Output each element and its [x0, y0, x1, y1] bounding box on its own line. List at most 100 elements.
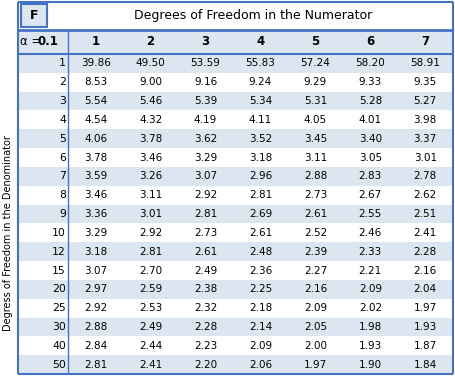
Text: 4.32: 4.32	[139, 115, 162, 125]
Text: F: F	[30, 9, 38, 22]
Text: 9: 9	[59, 209, 66, 219]
Text: 4.54: 4.54	[84, 115, 107, 125]
Text: 2.14: 2.14	[249, 322, 272, 332]
Text: 5: 5	[59, 134, 66, 144]
Text: 2.09: 2.09	[359, 284, 382, 294]
Text: 4.01: 4.01	[359, 115, 382, 125]
Text: 3.05: 3.05	[359, 153, 382, 162]
Text: 5.28: 5.28	[359, 96, 382, 106]
Text: 4.11: 4.11	[249, 115, 272, 125]
Text: 50: 50	[52, 360, 66, 370]
Text: 2.02: 2.02	[359, 303, 382, 313]
FancyBboxPatch shape	[18, 337, 453, 355]
Text: 57.24: 57.24	[300, 58, 330, 68]
FancyBboxPatch shape	[18, 148, 453, 167]
FancyBboxPatch shape	[18, 167, 453, 186]
Text: 6: 6	[59, 153, 66, 162]
FancyBboxPatch shape	[18, 205, 453, 223]
FancyBboxPatch shape	[18, 242, 453, 261]
Text: 2.21: 2.21	[359, 265, 382, 276]
Text: 2.33: 2.33	[359, 247, 382, 257]
Text: 2.16: 2.16	[304, 284, 327, 294]
Text: 53.59: 53.59	[191, 58, 221, 68]
Text: 2.36: 2.36	[249, 265, 272, 276]
Text: 10: 10	[52, 228, 66, 238]
Text: 5.31: 5.31	[304, 96, 327, 106]
Text: Degress of Freedom in the Denominator: Degress of Freedom in the Denominator	[3, 135, 13, 331]
Text: 3.18: 3.18	[249, 153, 272, 162]
Text: 2.62: 2.62	[414, 190, 437, 200]
Text: 2.39: 2.39	[304, 247, 327, 257]
Text: 2: 2	[147, 35, 155, 49]
Text: 3.37: 3.37	[414, 134, 437, 144]
Text: 3.18: 3.18	[84, 247, 107, 257]
Text: 9.16: 9.16	[194, 77, 217, 87]
Text: 2.06: 2.06	[249, 360, 272, 370]
Text: 2.51: 2.51	[414, 209, 437, 219]
Text: 5.39: 5.39	[194, 96, 217, 106]
Text: 2.92: 2.92	[84, 303, 107, 313]
Text: 3.98: 3.98	[414, 115, 437, 125]
Text: 1: 1	[91, 35, 100, 49]
Text: 3.36: 3.36	[84, 209, 107, 219]
Text: 12: 12	[52, 247, 66, 257]
Text: 2.18: 2.18	[249, 303, 272, 313]
Text: 1.93: 1.93	[414, 322, 437, 332]
FancyBboxPatch shape	[18, 261, 453, 280]
Text: 3.46: 3.46	[139, 153, 162, 162]
Text: 3.62: 3.62	[194, 134, 217, 144]
Text: 2: 2	[59, 77, 66, 87]
Text: α =: α =	[20, 35, 46, 49]
Text: 2.83: 2.83	[359, 171, 382, 181]
Text: 2.53: 2.53	[139, 303, 162, 313]
Text: 3.40: 3.40	[359, 134, 382, 144]
Text: 2.09: 2.09	[304, 303, 327, 313]
Text: 1.87: 1.87	[414, 341, 437, 351]
Text: 9.24: 9.24	[249, 77, 272, 87]
Text: 3.01: 3.01	[414, 153, 437, 162]
Text: 2.27: 2.27	[304, 265, 327, 276]
Text: Degrees of Freedom in the Numerator: Degrees of Freedom in the Numerator	[134, 9, 372, 22]
Text: 2.44: 2.44	[139, 341, 162, 351]
Text: 2.88: 2.88	[84, 322, 107, 332]
Text: 8.53: 8.53	[84, 77, 107, 87]
FancyBboxPatch shape	[21, 5, 47, 27]
Text: 8: 8	[59, 190, 66, 200]
Text: 1.93: 1.93	[359, 341, 382, 351]
Text: 6: 6	[366, 35, 374, 49]
Text: 2.78: 2.78	[414, 171, 437, 181]
Text: 55.83: 55.83	[246, 58, 275, 68]
Text: 4: 4	[59, 115, 66, 125]
Text: 1.98: 1.98	[359, 322, 382, 332]
Text: 3.11: 3.11	[139, 190, 162, 200]
Text: 1.90: 1.90	[359, 360, 382, 370]
FancyBboxPatch shape	[18, 280, 453, 299]
Text: 2.73: 2.73	[194, 228, 217, 238]
FancyBboxPatch shape	[18, 129, 453, 148]
Text: 2.00: 2.00	[304, 341, 327, 351]
Text: 2.70: 2.70	[139, 265, 162, 276]
Text: 4: 4	[256, 35, 264, 49]
Text: 9.35: 9.35	[414, 77, 437, 87]
Text: 2.81: 2.81	[194, 209, 217, 219]
Text: 2.67: 2.67	[359, 190, 382, 200]
Text: 5: 5	[311, 35, 319, 49]
FancyBboxPatch shape	[18, 92, 453, 111]
Text: 2.84: 2.84	[84, 341, 107, 351]
Text: 2.38: 2.38	[194, 284, 217, 294]
FancyBboxPatch shape	[18, 355, 453, 374]
Text: 2.92: 2.92	[194, 190, 217, 200]
Text: 5.46: 5.46	[139, 96, 162, 106]
Text: 4.05: 4.05	[304, 115, 327, 125]
Text: 5.27: 5.27	[414, 96, 437, 106]
Text: 2.23: 2.23	[194, 341, 217, 351]
Text: 2.96: 2.96	[249, 171, 272, 181]
Text: 2.41: 2.41	[414, 228, 437, 238]
Text: 2.69: 2.69	[249, 209, 272, 219]
Text: 58.20: 58.20	[355, 58, 385, 68]
Text: 3.78: 3.78	[84, 153, 107, 162]
FancyBboxPatch shape	[18, 54, 453, 73]
Text: 7: 7	[59, 171, 66, 181]
Text: 2.92: 2.92	[139, 228, 162, 238]
Text: 2.46: 2.46	[359, 228, 382, 238]
